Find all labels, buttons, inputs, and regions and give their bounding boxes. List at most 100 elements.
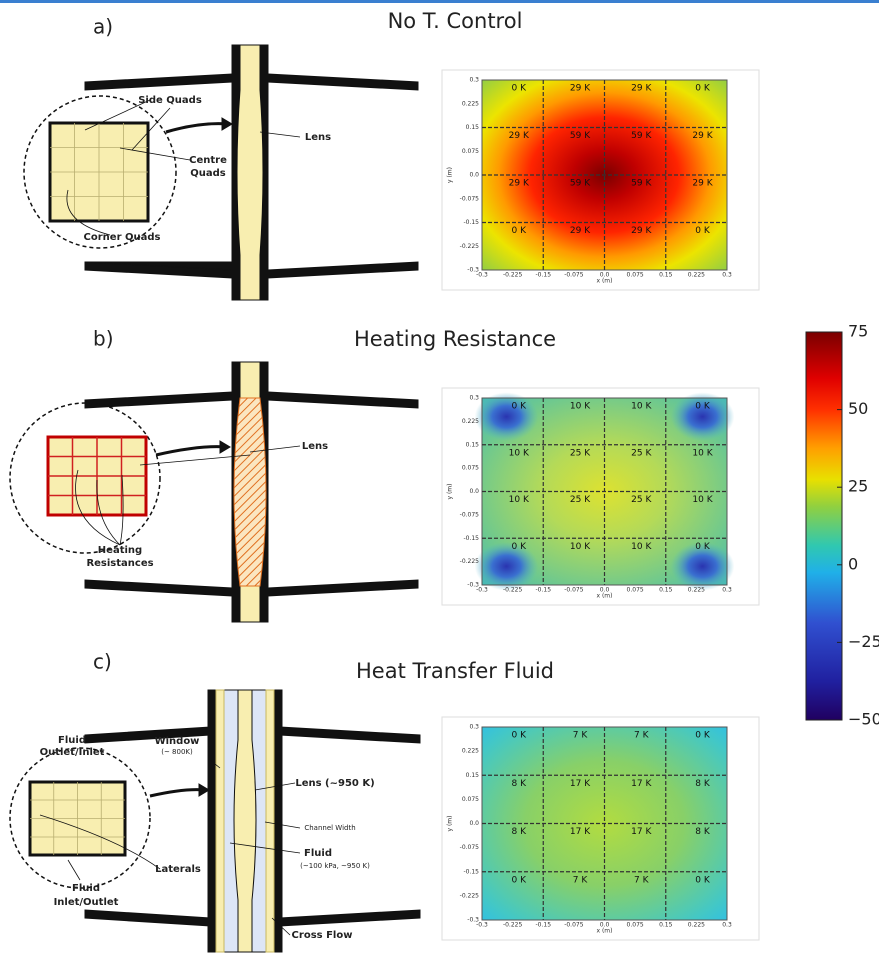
cell-label: 59 K [631,179,652,189]
cell-label: 10 K [631,402,652,412]
y-tick-label: 0.0 [469,488,479,495]
x-tick-label: 0.225 [688,587,705,594]
colorbar-tick-label: 50 [848,399,868,418]
cold-spot [475,542,539,591]
y-axis-label: y (m) [447,484,454,500]
x-tick-label: -0.225 [503,272,523,279]
diagram-label: Channel Width [304,824,355,832]
cell-label: 0 K [512,226,528,236]
diagram-label: Inlet/Outlet [54,897,119,908]
y-tick-label: -0.225 [460,892,480,899]
y-tick-label: -0.225 [460,558,480,565]
y-tick-label: 0.0 [469,172,479,179]
cell-label: 7 K [573,875,589,885]
y-tick-label: -0.3 [467,267,479,274]
y-tick-label: -0.15 [463,868,479,875]
diagram-label: Window [155,736,200,747]
panel-title: Heat Transfer Fluid [356,659,554,683]
cell-label: 10 K [631,542,652,552]
cell-label: 10 K [509,448,530,458]
cell-label: 25 K [570,495,591,505]
diagram-label: Centre [189,155,227,166]
x-tick-label: -0.15 [535,587,551,594]
x-tick-label: 0.15 [659,922,673,929]
diagram-label: Quads [190,168,226,179]
y-tick-label: 0.3 [469,724,479,731]
x-tick-label: 0.15 [659,272,673,279]
colorbar-tick-label: −25 [848,632,879,651]
y-tick-label: 0.3 [469,395,479,402]
diagram-label: Fluid [72,883,100,894]
x-tick-label: 0.3 [722,587,732,594]
cell-label: 29 K [570,84,591,94]
x-tick-label: 0.225 [688,922,705,929]
cell-label: 29 K [509,131,530,141]
cell-label: 17 K [570,779,591,789]
diagram-label: Outlet/Inlet [40,747,105,758]
panel-title: Heating Resistance [354,327,556,351]
x-tick-label: -0.15 [535,272,551,279]
cell-label: 17 K [631,779,652,789]
cell-label: 0 K [695,402,711,412]
cell-label: 7 K [634,875,650,885]
colorbar-tick-label: −50 [848,710,879,729]
x-tick-label: -0.075 [564,922,584,929]
cell-label: 0 K [695,731,711,741]
diagram-b [10,362,418,622]
y-axis-label: y (m) [447,167,454,183]
cell-label: 8 K [695,779,711,789]
cell-label: 17 K [631,827,652,837]
diagram-label: Lens (~950 K) [295,778,374,789]
cell-label: 25 K [631,448,652,458]
panel-title: No T. Control [388,9,523,33]
cell-label: 0 K [512,542,528,552]
cell-label: 59 K [570,179,591,189]
y-tick-label: -0.075 [460,844,480,851]
cell-label: 10 K [509,495,530,505]
y-tick-label: -0.15 [463,535,479,542]
diagram-label: Lens [302,441,328,452]
y-tick-label: 0.0 [469,820,479,827]
cell-label: 8 K [512,779,528,789]
cell-label: 8 K [695,827,711,837]
x-tick-label: -0.075 [564,272,584,279]
colorbar-tick-label: 75 [848,322,868,341]
y-tick-label: -0.3 [467,582,479,589]
panel-letter: c) [93,650,112,674]
x-tick-label: 0.075 [627,587,644,594]
x-tick-label: 0.225 [688,272,705,279]
y-tick-label: -0.075 [460,195,480,202]
top-rule [0,0,879,3]
cell-label: 0 K [512,875,528,885]
x-tick-label: 0.15 [659,587,673,594]
cell-label: 0 K [512,402,528,412]
cell-label: 7 K [573,731,589,741]
diagram-label: Lens [305,132,331,143]
colorbar-tick-label: 0 [848,554,858,573]
y-tick-label: 0.225 [462,748,479,755]
x-tick-label: -0.225 [503,922,523,929]
cold-spot [475,392,539,441]
cell-label: 0 K [512,731,528,741]
cell-label: 25 K [631,495,652,505]
cell-label: 7 K [634,731,650,741]
y-tick-label: 0.15 [466,772,480,779]
diagram-label: Fluid [58,735,86,746]
x-axis-label: x (m) [597,593,613,600]
cell-label: 59 K [631,131,652,141]
y-tick-label: 0.15 [466,441,480,448]
cell-label: 29 K [631,84,652,94]
y-axis-label: y (m) [447,816,454,832]
y-tick-label: 0.3 [469,77,479,84]
x-tick-label: 0.3 [722,272,732,279]
cell-label: 29 K [692,131,713,141]
x-tick-label: -0.15 [535,922,551,929]
cell-label: 10 K [692,448,713,458]
panel-letter: a) [93,15,113,39]
y-tick-label: -0.075 [460,511,480,518]
y-tick-label: 0.225 [462,418,479,425]
diagram-label: (~100 kPa, ~950 K) [300,862,370,870]
cell-label: 59 K [570,131,591,141]
cell-label: 10 K [570,402,591,412]
cell-label: 29 K [692,179,713,189]
